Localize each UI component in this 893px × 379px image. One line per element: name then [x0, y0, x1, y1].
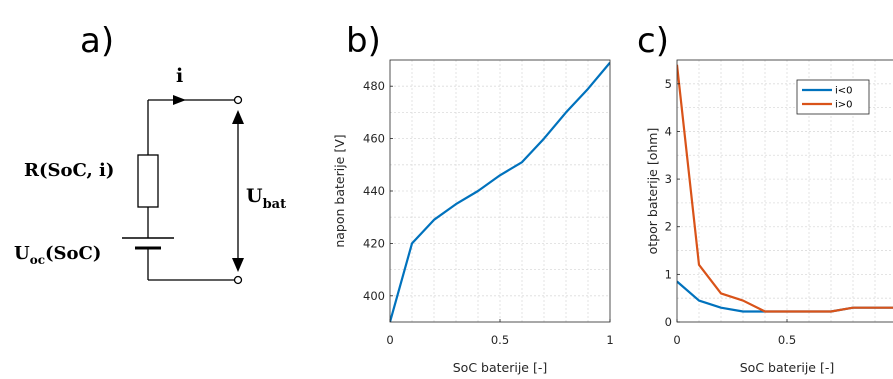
x-tick-label: 0.5: [491, 333, 509, 347]
resistor-label: R(SoC, i): [24, 160, 114, 181]
x-tick-label: 0: [386, 333, 393, 347]
y-tick-label: 440: [363, 184, 385, 198]
circuit-diagram: a) i R(SoC, i) Uoc(SoC) Ubat: [14, 21, 286, 285]
source-label: Uoc(SoC): [14, 243, 101, 267]
bottom-terminal: [233, 275, 243, 285]
x-tick-label: 1: [606, 333, 613, 347]
y-tick-label: 460: [363, 132, 385, 146]
legend-label: i<0: [835, 86, 853, 97]
series-line-0: [390, 61, 610, 322]
current-label: i: [176, 65, 183, 87]
resistance-chart: 0 0.5 0 1 2 3 4 5 SoC baterije [-] otpor baterije…: [645, 59, 893, 375]
y-tick-label: 4: [665, 124, 672, 138]
x-axis-label: SoC baterije [-]: [740, 360, 834, 375]
y-tick-label: 0: [665, 315, 672, 329]
resistor-symbol: [137, 154, 159, 208]
y-tick-label: 480: [363, 79, 385, 93]
panel-label-c: c): [637, 21, 669, 61]
x-tick-label: 0.5: [778, 333, 796, 347]
voltage-label: Ubat: [246, 185, 286, 212]
y-tick-label: 5: [665, 77, 672, 91]
y-tick-label: 2: [665, 220, 672, 234]
y-tick-label: 420: [363, 236, 385, 250]
y-tick-label: 400: [363, 289, 385, 303]
current-arrow-icon: [173, 95, 186, 105]
voltage-arrow-down-icon: [232, 258, 244, 272]
top-terminal: [233, 95, 243, 105]
y-axis-label: otpor baterije [ohm]: [645, 128, 660, 255]
series-line-1: [677, 64, 893, 313]
x-axis-label: SoC baterije [-]: [453, 360, 547, 375]
legend-label: i>0: [835, 100, 853, 111]
y-tick-label: 3: [665, 172, 672, 186]
voltage-arrow-up-icon: [232, 110, 244, 124]
voltage-chart: 0 0.5 1 400 420 440 460 480 SoC baterije [-] napo…: [332, 59, 614, 375]
legend: i<0i>0: [796, 79, 870, 115]
legend-box: [796, 79, 870, 115]
panel-label-b: b): [346, 21, 381, 61]
panel-label-a: a): [80, 21, 114, 61]
x-tick-label: 0: [673, 333, 680, 347]
y-tick-label: 1: [665, 267, 672, 281]
y-axis-label: napon baterije [V]: [332, 134, 347, 247]
